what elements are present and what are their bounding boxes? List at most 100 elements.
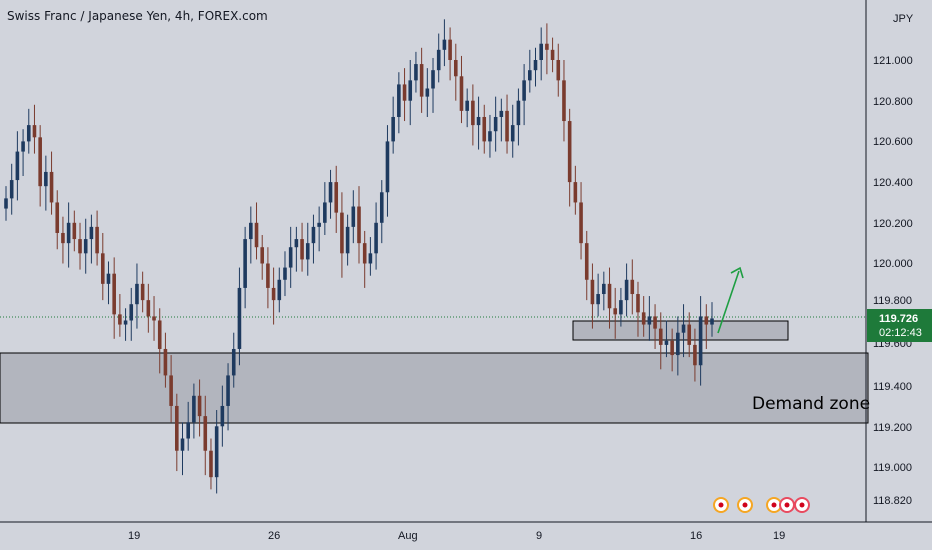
candle-body bbox=[209, 450, 213, 478]
candle-body bbox=[152, 316, 156, 321]
candle-body bbox=[419, 64, 424, 97]
y-tick-label: 121.000 bbox=[873, 55, 913, 67]
candle-body bbox=[300, 239, 304, 260]
candle-body bbox=[362, 243, 367, 264]
candle-body bbox=[431, 70, 435, 89]
candle-body bbox=[61, 232, 65, 244]
candle-body bbox=[214, 426, 219, 478]
demand-zone[interactable] bbox=[0, 352, 869, 424]
candle-body bbox=[237, 287, 242, 349]
candle-body bbox=[254, 222, 259, 248]
candle-body bbox=[112, 273, 116, 315]
candle-body bbox=[465, 100, 469, 111]
candle-body bbox=[641, 312, 646, 325]
time-axis[interactable]: 19 26 Aug 9 16 19 bbox=[128, 530, 785, 542]
candle-body bbox=[118, 314, 122, 325]
event-flag-icon[interactable] bbox=[713, 497, 729, 513]
candle-body bbox=[129, 304, 134, 321]
candle-body bbox=[226, 375, 230, 406]
candle-body bbox=[175, 405, 179, 451]
candle-body bbox=[584, 243, 589, 280]
y-tick-label: 119.400 bbox=[873, 381, 912, 393]
candle-body bbox=[414, 64, 418, 81]
candle-body bbox=[493, 116, 498, 132]
y-tick-label: 118.820 bbox=[873, 495, 912, 507]
candle-body bbox=[180, 438, 185, 451]
candle-body bbox=[146, 300, 151, 317]
candle-body bbox=[425, 88, 430, 97]
candle-body bbox=[243, 239, 247, 288]
candle-body bbox=[368, 253, 373, 264]
candle-body bbox=[710, 318, 714, 325]
y-tick-label: 119.000 bbox=[873, 462, 912, 474]
currency-label: JPY bbox=[893, 13, 914, 25]
candle-body bbox=[357, 206, 361, 244]
candle-body bbox=[471, 100, 475, 126]
x-tick-label: 19 bbox=[773, 530, 785, 542]
event-flag-icon[interactable] bbox=[766, 497, 782, 513]
y-tick-label: 119.800 bbox=[873, 295, 912, 307]
candle-body bbox=[556, 60, 561, 81]
candle-body bbox=[408, 80, 413, 101]
candle-body bbox=[49, 171, 54, 203]
candle-body bbox=[317, 222, 321, 227]
candle-body bbox=[15, 151, 20, 181]
candle-body bbox=[135, 283, 139, 305]
countdown-timer: 02:12:43 bbox=[879, 327, 922, 339]
candle-body bbox=[391, 116, 395, 142]
candle-body bbox=[670, 340, 674, 356]
candle-body bbox=[249, 222, 253, 240]
candle-body bbox=[72, 222, 77, 240]
event-flag-icon[interactable] bbox=[737, 497, 753, 513]
candle-body bbox=[522, 80, 526, 101]
candle-body bbox=[311, 226, 316, 244]
price-axis[interactable]: 121.000 120.800 120.600 120.400 120.200 … bbox=[873, 55, 913, 507]
x-tick-label: 19 bbox=[128, 530, 140, 542]
candle-body bbox=[693, 344, 697, 366]
candle-body bbox=[647, 316, 652, 325]
candle-body bbox=[323, 202, 327, 223]
candle-body bbox=[260, 247, 265, 264]
candle-body bbox=[528, 70, 532, 81]
candle-body bbox=[402, 84, 407, 101]
candle-body bbox=[459, 76, 464, 111]
candle-body bbox=[4, 198, 8, 209]
candle-body bbox=[562, 80, 566, 122]
candle-body bbox=[397, 84, 401, 117]
event-flag-icon[interactable] bbox=[779, 497, 795, 513]
candle-body bbox=[192, 395, 196, 423]
candle-body bbox=[44, 171, 48, 187]
x-tick-label: Aug bbox=[398, 530, 418, 542]
entry-zone[interactable] bbox=[572, 320, 789, 341]
demand-zone-label: Demand zone bbox=[752, 394, 870, 414]
candle-body bbox=[140, 283, 145, 301]
candle-body bbox=[630, 279, 635, 295]
candle-body bbox=[687, 324, 692, 345]
event-flag-icon[interactable] bbox=[794, 497, 810, 513]
candle-body bbox=[26, 125, 31, 142]
candle-body bbox=[55, 202, 60, 233]
candle-body bbox=[334, 182, 339, 213]
candle-body bbox=[567, 121, 572, 183]
candle-body bbox=[681, 324, 686, 333]
candle-body bbox=[38, 137, 42, 187]
candle-body bbox=[203, 416, 208, 451]
candle-body bbox=[448, 39, 452, 60]
candle-body bbox=[83, 239, 88, 254]
candle-body bbox=[533, 60, 538, 71]
candle-body bbox=[476, 116, 481, 126]
y-tick-label: 120.800 bbox=[873, 96, 913, 108]
y-tick-label: 120.600 bbox=[873, 136, 913, 148]
candle-body bbox=[636, 294, 640, 313]
economic-events[interactable] bbox=[713, 497, 810, 513]
candle-body bbox=[658, 328, 663, 345]
candle-body bbox=[271, 287, 276, 301]
bullish-arrow[interactable] bbox=[717, 266, 744, 334]
candle-body bbox=[573, 182, 578, 203]
candle-body bbox=[510, 125, 515, 142]
candle-body bbox=[163, 348, 168, 376]
candle-body bbox=[288, 247, 293, 268]
